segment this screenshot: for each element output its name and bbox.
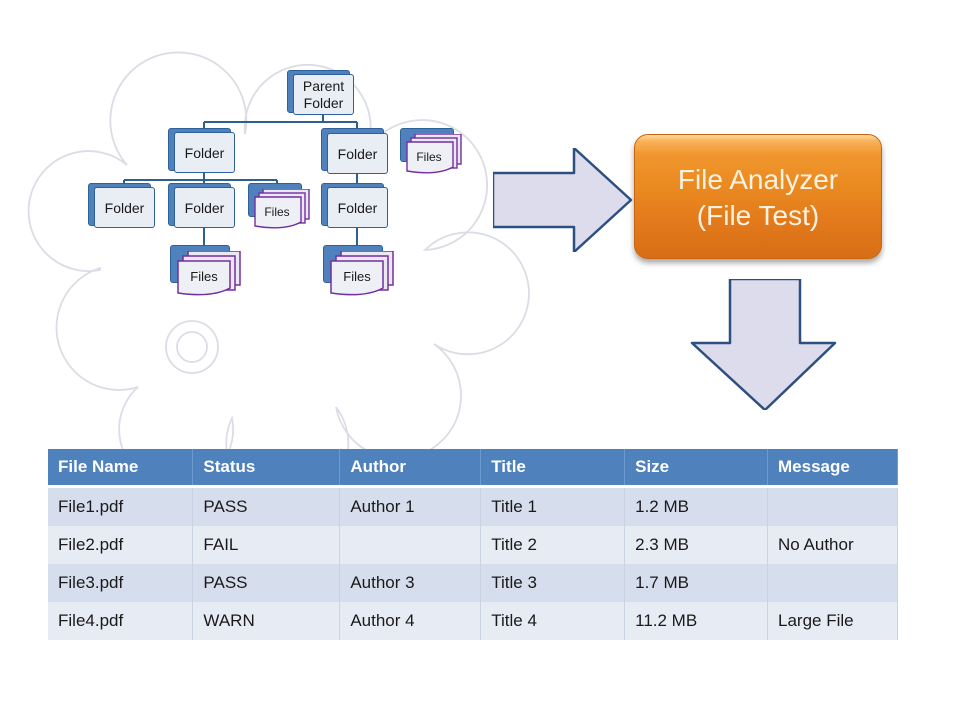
svg-text:Files: Files — [264, 205, 289, 219]
svg-text:Files: Files — [343, 269, 371, 284]
svg-text:Files: Files — [416, 150, 441, 164]
svg-text:Files: Files — [190, 269, 218, 284]
